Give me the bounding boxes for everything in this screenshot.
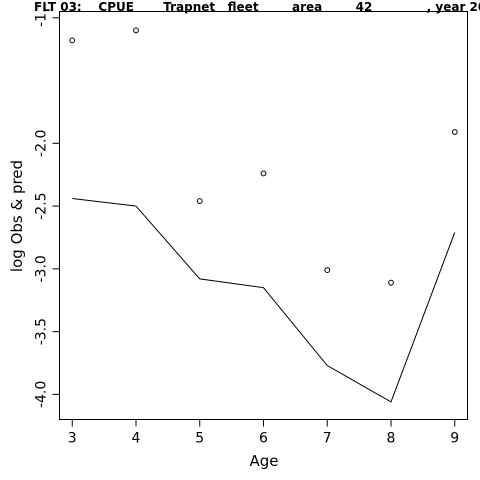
x-tick-label: 9 <box>450 431 459 447</box>
x-axis-label: Age <box>249 452 278 470</box>
x-tick-label: 6 <box>259 431 268 447</box>
observed-point <box>133 27 139 34</box>
y-tick-label: -2.5 <box>34 192 50 219</box>
y-tick-label: -3.5 <box>34 318 50 345</box>
y-axis: -1. -2.0 -2.5 -3.0 -3.5 -4.0 <box>34 9 60 408</box>
predicted-line <box>72 198 456 403</box>
observed-point <box>388 279 394 286</box>
x-tick-label: 8 <box>387 431 396 447</box>
series-layer <box>69 27 458 403</box>
x-tick-label: 7 <box>323 431 332 447</box>
observed-point <box>69 37 76 44</box>
observed-point <box>324 267 331 274</box>
x-tick-label: 5 <box>195 431 204 447</box>
y-tick-label: -3.0 <box>34 255 50 282</box>
observed-point <box>451 129 458 135</box>
chart-title: FLT 03: CPUE Trapnet fleet area 42 , yea… <box>34 0 480 14</box>
y-tick-label: -2.0 <box>34 130 50 157</box>
x-tick-label: 4 <box>132 431 141 447</box>
y-tick-label: -1. <box>34 9 50 27</box>
plot-frame <box>59 11 468 420</box>
observed-point <box>196 198 203 204</box>
y-tick-label: -4.0 <box>34 381 50 408</box>
x-axis: 3 4 5 6 7 8 9 <box>68 419 459 447</box>
observed-point <box>260 170 267 177</box>
y-axis-label: log Obs & pred <box>8 160 26 272</box>
x-tick-label: 3 <box>68 431 77 447</box>
